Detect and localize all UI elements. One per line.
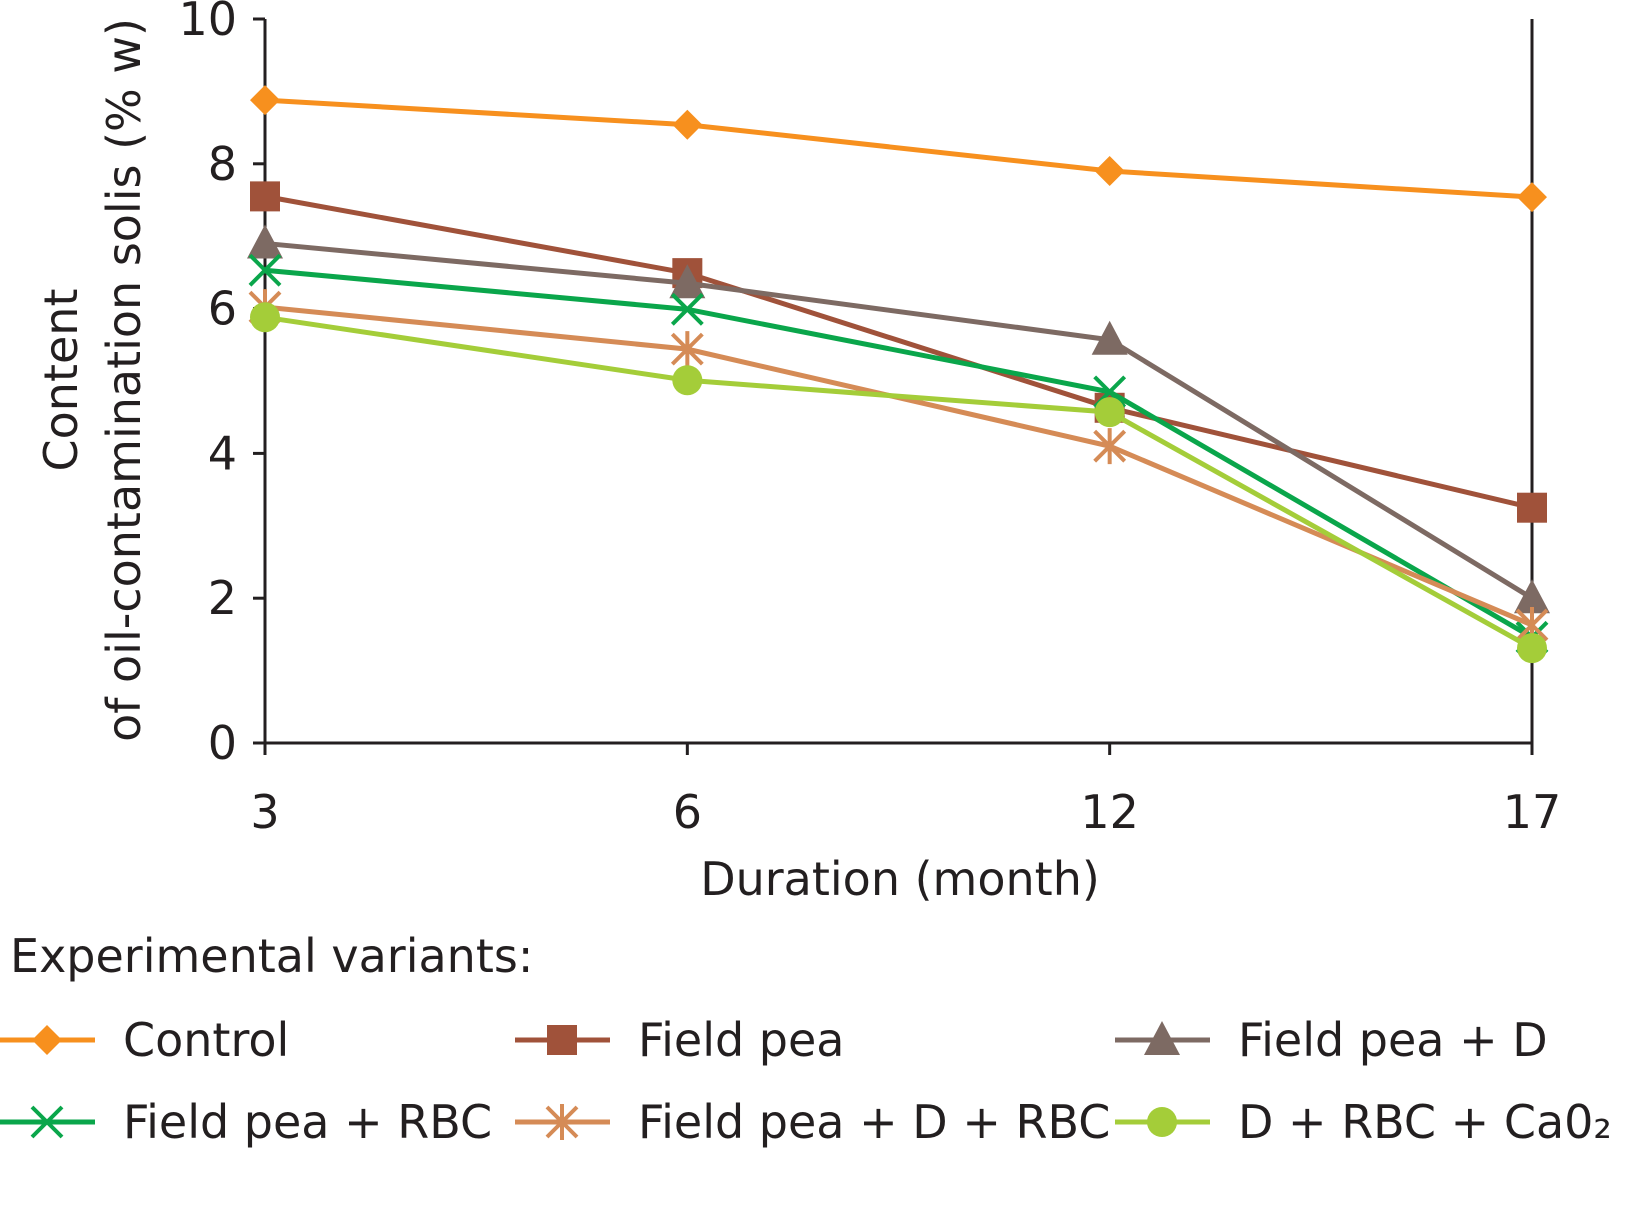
y-axis-label-line1: Content — [34, 289, 88, 472]
y-tick-label: 2 — [208, 571, 237, 625]
legend-item: Field pea + RBC — [0, 1095, 492, 1149]
y-tick-label: 6 — [208, 282, 237, 336]
x-marker — [670, 292, 704, 326]
square-marker — [250, 181, 280, 212]
x-tick-label: 12 — [1080, 785, 1139, 839]
y-axis-label-line2: of oil-contamination solis (% w) — [97, 18, 151, 742]
triangle-marker — [669, 264, 706, 299]
diamond-marker — [1517, 182, 1547, 213]
legend-label: Field pea + RBC — [123, 1095, 492, 1149]
x-marker — [248, 253, 282, 287]
x-tick-label: 6 — [673, 785, 702, 839]
circle-marker — [1517, 633, 1547, 664]
x-tick-label: 17 — [1503, 785, 1562, 839]
legend-label: Control — [123, 1013, 289, 1067]
series-line — [264, 267, 1534, 640]
triangle-marker — [1514, 579, 1550, 614]
diamond-marker — [32, 1025, 62, 1055]
triangle-marker — [1091, 320, 1128, 355]
diamond-marker — [1094, 156, 1125, 187]
legend-label: Field pea + D — [1238, 1013, 1548, 1067]
series-2 — [247, 224, 1550, 614]
legend-item: D + RBC + Ca0₂ — [1115, 1095, 1612, 1149]
y-tick-label: 10 — [178, 0, 237, 46]
x-tick-label: 3 — [250, 785, 279, 839]
diamond-marker — [672, 109, 703, 140]
square-marker — [547, 1025, 577, 1055]
series-line — [264, 97, 1533, 200]
circle-marker — [1094, 397, 1125, 428]
y-tick-label: 0 — [208, 716, 237, 770]
legend-item: Control — [0, 1013, 289, 1067]
asterisk-marker — [670, 331, 704, 368]
series-line — [264, 314, 1534, 651]
square-marker — [1517, 492, 1547, 523]
x-marker — [30, 1105, 64, 1139]
y-tick-label: 4 — [208, 426, 237, 480]
series-5 — [250, 302, 1547, 664]
series-line — [264, 240, 1534, 601]
circle-marker — [672, 365, 703, 396]
asterisk-marker — [1093, 428, 1127, 465]
triangle-marker — [1144, 1021, 1180, 1055]
x-axis-label: Duration (month) — [700, 852, 1100, 906]
asterisk-marker — [545, 1104, 579, 1140]
legend-title: Experimental variants: — [10, 929, 533, 983]
y-tick-label: 8 — [208, 137, 237, 191]
series-3 — [248, 253, 1549, 654]
legend-label: D + RBC + Ca0₂ — [1238, 1095, 1612, 1149]
series-0 — [250, 85, 1547, 213]
legend-label: Field pea + D + RBC — [638, 1095, 1110, 1149]
series-line — [264, 193, 1533, 511]
legend-label: Field pea — [638, 1013, 844, 1067]
triangle-marker — [247, 224, 283, 259]
legend-item: Field pea + D — [1115, 1013, 1548, 1067]
legend-item: Field pea — [515, 1013, 844, 1067]
diamond-marker — [250, 85, 280, 116]
series-line — [264, 304, 1533, 628]
legend-item: Field pea + D + RBC — [515, 1095, 1110, 1149]
circle-marker — [250, 302, 280, 333]
circle-marker — [1147, 1107, 1177, 1137]
